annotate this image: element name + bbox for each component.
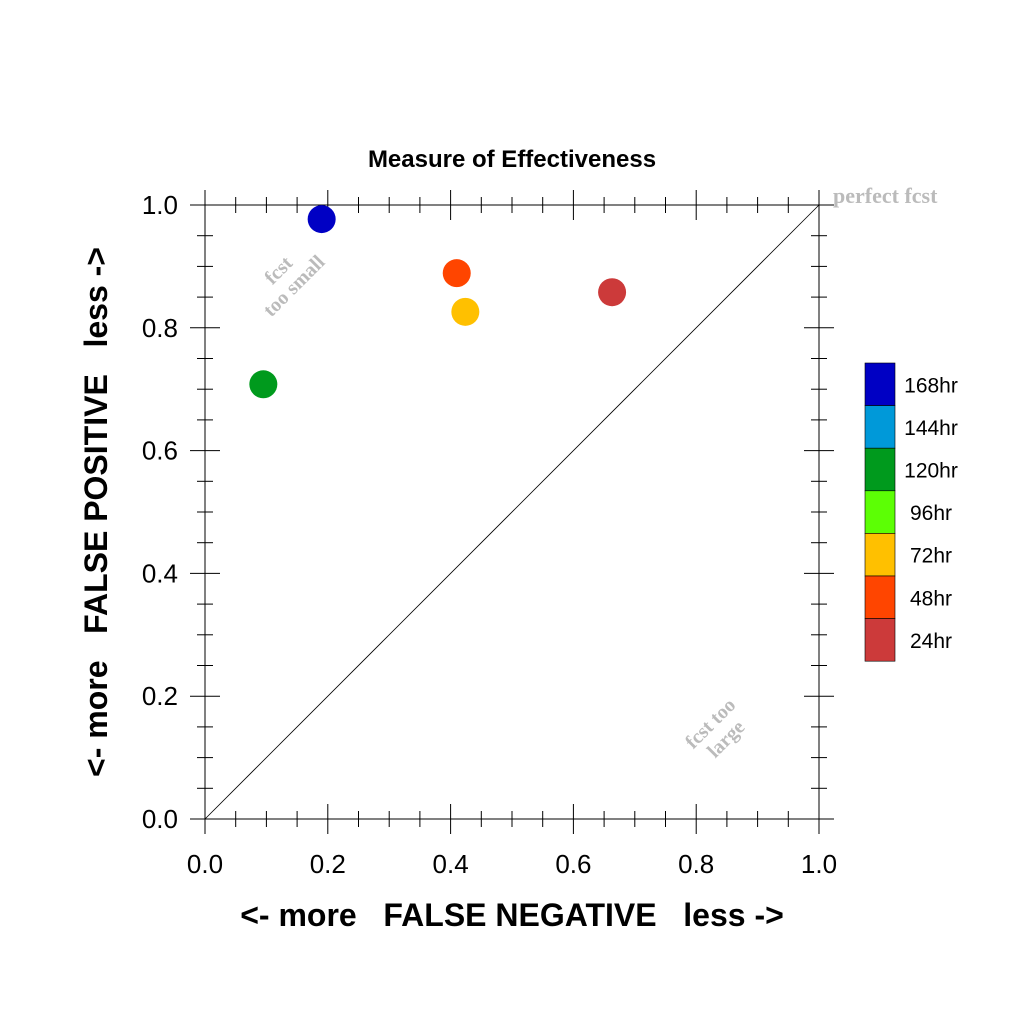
x-tick-label: 0.2 <box>310 849 346 879</box>
legend-label: 48hr <box>910 587 952 610</box>
legend-swatch-96hr <box>864 490 896 534</box>
perfect-fcst-label: perfect fcst <box>833 183 938 208</box>
legend-label: 120hr <box>904 460 958 483</box>
legend-label: 72hr <box>910 545 952 568</box>
y-tick-label: 1.0 <box>142 190 178 220</box>
legend-label: 144hr <box>904 417 958 440</box>
chart-title: Measure of Effectiveness <box>368 146 656 173</box>
diagonal-reference-line <box>204 204 820 820</box>
legend-swatch-168hr <box>864 362 896 406</box>
legend-swatch-24hr <box>864 618 896 662</box>
legend-label: 24hr <box>910 630 952 653</box>
x-tick-label: 0.8 <box>678 849 714 879</box>
fcst-too-small-label: fcst too small <box>259 251 329 321</box>
point-24hr <box>598 278 627 307</box>
legend-label: 96hr <box>910 502 952 525</box>
x-tick-label: 0.0 <box>187 849 223 879</box>
legend-label: 168hr <box>904 374 958 397</box>
point-168hr <box>307 205 336 234</box>
data-points <box>249 205 627 399</box>
legend: 168hr 144hr 120hr 96hr 72hr 48hr 24hr <box>864 362 958 662</box>
y-tick-label: 0.6 <box>142 436 178 466</box>
point-72hr <box>451 297 480 326</box>
legend-swatch-144hr <box>864 405 896 449</box>
x-axis-label: <- more FALSE NEGATIVE less -> <box>240 897 784 933</box>
point-120hr <box>249 370 278 399</box>
legend-swatch-48hr <box>864 575 896 619</box>
legend-swatch-72hr <box>864 533 896 577</box>
y-tick-label: 0.8 <box>142 313 178 343</box>
too-small-line2: too small <box>259 251 329 321</box>
x-tick-label: 0.4 <box>433 849 469 879</box>
y-tick-label: 0.2 <box>142 681 178 711</box>
plot-frame <box>204 204 820 820</box>
y-tick-label: 0.0 <box>142 804 178 834</box>
y-axis-label: <- more FALSE POSITIVE less -> <box>78 247 114 777</box>
y-tick-label: 0.4 <box>142 558 178 588</box>
point-48hr <box>442 259 471 288</box>
x-tick-label: 0.6 <box>555 849 591 879</box>
x-tick-label: 1.0 <box>801 849 837 879</box>
fcst-too-large-label: fcst too large <box>681 694 749 762</box>
legend-swatch-120hr <box>864 447 896 492</box>
tick-labels: 0.0 0.2 0.4 0.6 0.8 1.0 0.0 0.2 0.4 0.6 0.8 1.0 <box>142 190 837 879</box>
